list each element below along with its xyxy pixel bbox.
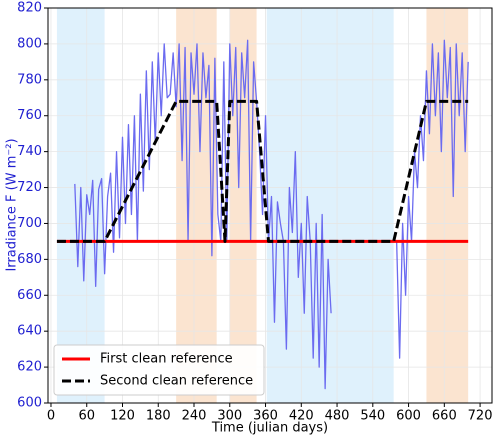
y-tick-label: 700 [17,216,42,231]
x-tick-label: 240 [182,409,207,424]
legend-box [53,344,265,396]
y-axis-label: Irradiance F (W m⁻²) [5,138,20,271]
series-line [395,39,469,359]
y-tick-label: 820 [17,1,42,16]
y-tick-label: 640 [17,324,42,339]
x-tick-label: 60 [78,409,95,424]
y-tick-label: 800 [17,36,42,51]
y-tick-label: 660 [17,288,42,303]
series-line [56,99,469,243]
y-tick-label: 680 [17,252,42,267]
y-tick-label: 720 [17,180,42,195]
x-tick-label: 480 [325,409,350,424]
plot-area: 600 620 640 660 680 700 720 740 760 780 800 820 0 60 1… [17,1,493,424]
x-tick-label: 420 [289,409,314,424]
legend-label: First clean reference [100,352,233,367]
x-tick-label: 300 [217,409,242,424]
x-tick-label: 660 [432,409,457,424]
x-tick-label: 120 [110,409,135,424]
y-tick-label: 620 [17,360,42,375]
x-tick-label: 0 [47,409,55,424]
y-tick-label: 740 [17,144,42,159]
x-tick-label: 540 [360,409,385,424]
plot-frame [47,7,493,404]
x-tick-label: 360 [253,409,278,424]
y-tick-label: 780 [17,72,42,87]
x-tick-label: 180 [146,409,171,424]
x-axis-label: Time (julian days) [211,421,328,436]
y-tick-label: 600 [17,396,42,411]
shaded-span [176,8,217,403]
x-tick-label: 600 [396,409,421,424]
legend-label: Second clean reference [100,374,253,389]
y-tick-label: 760 [17,108,42,123]
x-tick-label: 720 [468,409,493,424]
